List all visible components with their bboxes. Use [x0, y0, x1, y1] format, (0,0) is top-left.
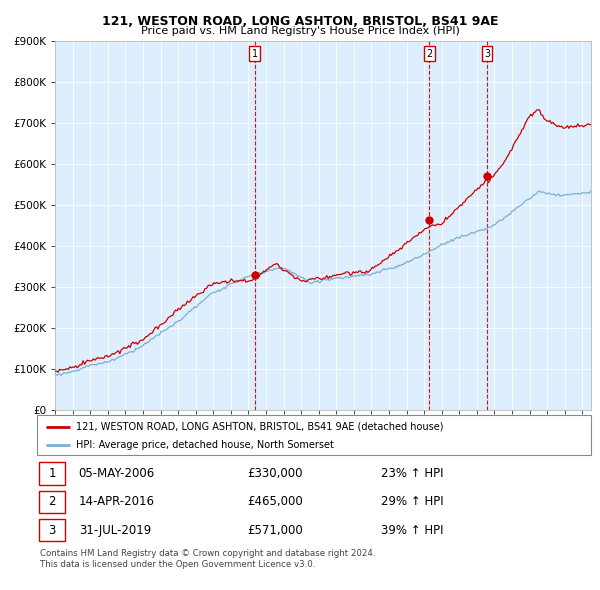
Text: 14-APR-2016: 14-APR-2016 [79, 495, 155, 509]
Text: 05-MAY-2006: 05-MAY-2006 [79, 467, 155, 480]
FancyBboxPatch shape [37, 415, 591, 455]
Text: 121, WESTON ROAD, LONG ASHTON, BRISTOL, BS41 9AE (detached house): 121, WESTON ROAD, LONG ASHTON, BRISTOL, … [76, 422, 443, 432]
Text: 2: 2 [49, 495, 56, 509]
Text: £571,000: £571,000 [248, 523, 304, 537]
Text: 1: 1 [49, 467, 56, 480]
Text: 29% ↑ HPI: 29% ↑ HPI [380, 495, 443, 509]
Text: 3: 3 [484, 48, 490, 58]
Text: 23% ↑ HPI: 23% ↑ HPI [380, 467, 443, 480]
Text: Price paid vs. HM Land Registry's House Price Index (HPI): Price paid vs. HM Land Registry's House … [140, 26, 460, 36]
Text: 121, WESTON ROAD, LONG ASHTON, BRISTOL, BS41 9AE: 121, WESTON ROAD, LONG ASHTON, BRISTOL, … [102, 15, 498, 28]
Text: £330,000: £330,000 [248, 467, 303, 480]
Text: 3: 3 [49, 523, 56, 537]
FancyBboxPatch shape [39, 519, 65, 541]
Text: HPI: Average price, detached house, North Somerset: HPI: Average price, detached house, Nort… [76, 441, 334, 450]
FancyBboxPatch shape [39, 463, 65, 484]
Text: 31-JUL-2019: 31-JUL-2019 [79, 523, 151, 537]
Text: Contains HM Land Registry data © Crown copyright and database right 2024.
This d: Contains HM Land Registry data © Crown c… [40, 549, 376, 569]
Text: £465,000: £465,000 [248, 495, 304, 509]
Text: 1: 1 [252, 48, 258, 58]
FancyBboxPatch shape [39, 491, 65, 513]
Text: 39% ↑ HPI: 39% ↑ HPI [380, 523, 443, 537]
Text: 2: 2 [426, 48, 433, 58]
